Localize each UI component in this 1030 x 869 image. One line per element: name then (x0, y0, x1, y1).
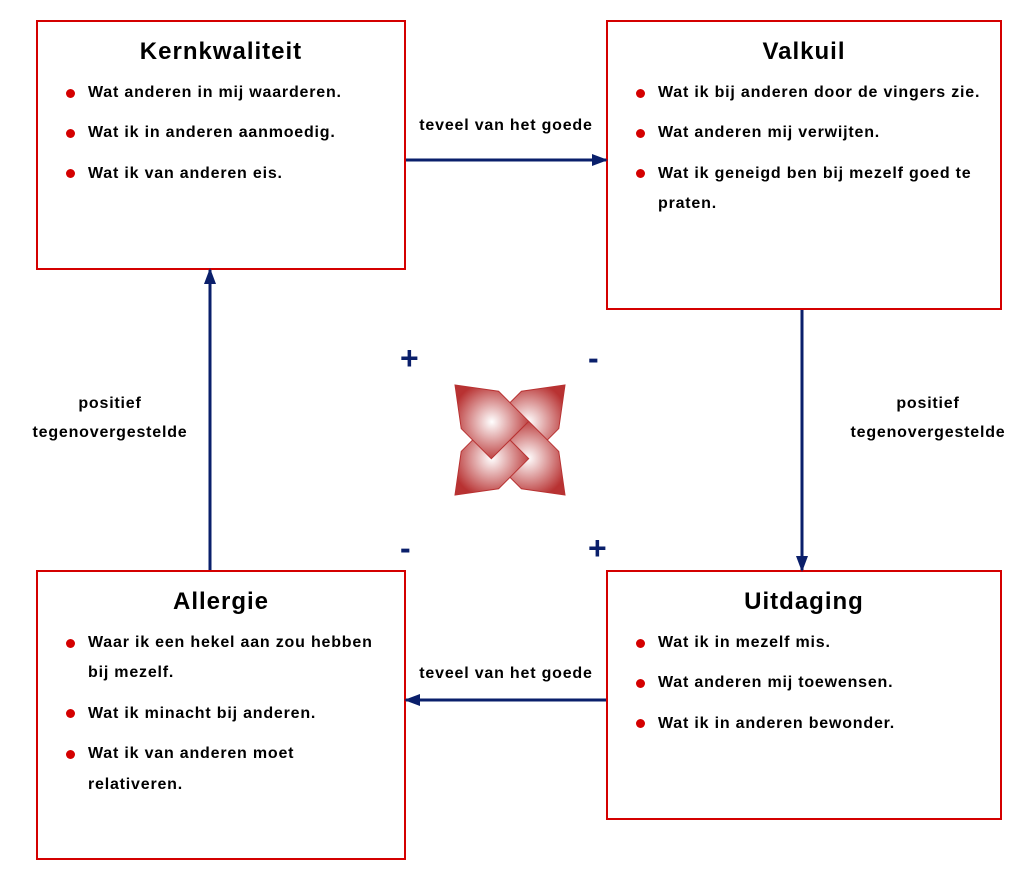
edge-label-bottom: teveel van het goede (406, 660, 606, 689)
list-item: Wat ik in mezelf mis. (636, 628, 982, 658)
list-item: Wat ik minacht bij anderen. (66, 699, 386, 729)
list-item: Wat ik van anderen moet relativeren. (66, 739, 386, 800)
minus-sign-top-right: - (588, 340, 599, 377)
list-item: Wat ik geneigd ben bij mezelf goed te pr… (636, 159, 982, 220)
box-allergie-title: Allergie (56, 588, 386, 616)
box-kernkwaliteit-list: Wat anderen in mij waar­deren. Wat ik in… (56, 78, 386, 189)
list-item: Wat ik in anderen aan­moedig. (66, 118, 386, 148)
edge-label-right: positief tegenovergestelde (828, 390, 1028, 448)
list-item: Wat ik in anderen bewonder. (636, 709, 982, 739)
plus-sign-bottom-right: + (588, 530, 607, 567)
plus-sign-top-left: + (400, 340, 419, 377)
list-item: Waar ik een hekel aan zou hebben bij mez… (66, 628, 386, 689)
box-uitdaging-title: Uitdaging (626, 588, 982, 616)
list-item: Wat ik van anderen eis. (66, 159, 386, 189)
box-valkuil-title: Valkuil (626, 38, 982, 66)
box-allergie-list: Waar ik een hekel aan zou hebben bij mez… (56, 628, 386, 800)
minus-sign-bottom-left: - (400, 530, 411, 567)
center-expand-icon (455, 385, 565, 495)
edge-label-top: teveel van het goede (406, 112, 606, 141)
box-kernkwaliteit-title: Kernkwaliteit (56, 38, 386, 66)
list-item: Wat anderen mij toe­wensen. (636, 668, 982, 698)
box-kernkwaliteit: Kernkwaliteit Wat anderen in mij waar­de… (36, 20, 406, 270)
list-item: Wat anderen mij verwijten. (636, 118, 982, 148)
list-item: Wat ik bij anderen door de vingers zie. (636, 78, 982, 108)
box-uitdaging: Uitdaging Wat ik in mezelf mis. Wat ande… (606, 570, 1002, 820)
box-valkuil: Valkuil Wat ik bij anderen door de vinge… (606, 20, 1002, 310)
box-uitdaging-list: Wat ik in mezelf mis. Wat anderen mij to… (626, 628, 982, 739)
edge-label-left: positief tegenovergestelde (20, 390, 200, 448)
diagram-stage: Kernkwaliteit Wat anderen in mij waar­de… (0, 0, 1030, 869)
box-allergie: Allergie Waar ik een hekel aan zou hebbe… (36, 570, 406, 860)
box-valkuil-list: Wat ik bij anderen door de vingers zie. … (626, 78, 982, 220)
list-item: Wat anderen in mij waar­deren. (66, 78, 386, 108)
